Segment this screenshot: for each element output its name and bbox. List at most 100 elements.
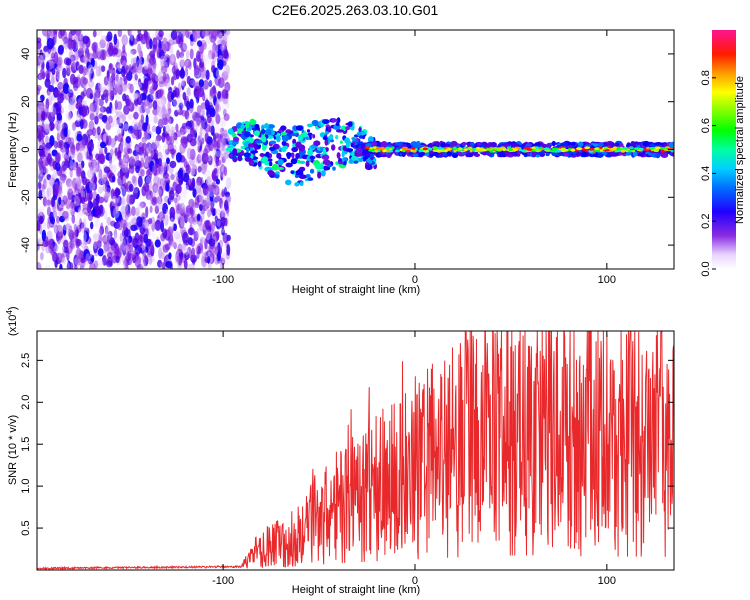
spectrogram-noise-cell [74, 30, 82, 36]
spectrogram-noise-cell [174, 197, 178, 204]
spectrogram-band-cell [281, 140, 287, 146]
spectrogram-noise-cell [166, 157, 170, 165]
spectrogram-noise-cell [98, 64, 102, 77]
spectrogram-noise-cell [38, 189, 43, 200]
spectrogram-noise-cell [217, 251, 221, 262]
spectrogram-noise-cell [151, 126, 156, 137]
spectrogram-noise-cell [143, 182, 150, 192]
spectrogram-noise-cell [115, 79, 120, 91]
spectrogram-band-cell [268, 161, 273, 167]
spectrogram-noise-cell [75, 238, 80, 249]
spectrogram-band-cell [291, 152, 295, 159]
spectrogram-noise-cell [99, 106, 107, 113]
spectrogram-noise-cell [176, 49, 181, 59]
spectrogram-noise-cell [47, 153, 52, 165]
y-tick-label: 1.0 [20, 478, 32, 493]
spectrogram-noise-cell [185, 205, 192, 217]
spectrogram-noise-cell [149, 256, 155, 263]
spectrogram-noise-cell [120, 219, 127, 232]
spectrogram-band-cell [535, 151, 544, 155]
spectrogram-band-cell [461, 141, 467, 146]
spectrogram-noise-cell [189, 79, 196, 86]
spectrogram-noise-cell [118, 122, 124, 129]
spectrogram-noise-cell [202, 30, 208, 38]
spectrogram-noise-cell [116, 81, 121, 94]
spectrogram-noise-cell [86, 169, 94, 179]
spectrogram-noise-cell [209, 107, 216, 118]
spectrogram-noise-cell [167, 129, 174, 136]
spectrogram-noise-cell [61, 257, 67, 265]
spectrogram-noise-cell [213, 168, 218, 175]
spectrogram-noise-cell [88, 120, 95, 132]
spectrogram-band-cell [255, 140, 263, 144]
spectrogram-noise-cell [195, 90, 202, 99]
spectrogram-noise-cell [181, 109, 187, 117]
spectrogram-band-peak [543, 147, 550, 151]
spectrogram-band-cell [311, 119, 319, 127]
spectrogram-noise-cell [149, 148, 155, 158]
spectrogram-noise-cell [170, 240, 176, 248]
spectrogram-band-cell [290, 133, 297, 137]
spectrogram-band-peak [502, 148, 506, 152]
spectrogram-noise-cell [147, 194, 152, 207]
spectrogram-band-cell [232, 141, 236, 146]
spectrogram-noise-cell [215, 123, 219, 132]
spectrogram-noise-cell [81, 222, 86, 234]
spectrogram-noise-cell [39, 68, 44, 79]
spectrogram-noise-cell [44, 142, 52, 151]
spectrogram-band-cell [419, 151, 426, 156]
spectrogram-noise-cell [214, 219, 219, 227]
spectrogram-noise-cell [145, 143, 151, 153]
spectrogram-noise-cell [211, 224, 216, 235]
spectrogram-noise-cell [179, 68, 186, 79]
spectrogram-noise-cell [105, 122, 112, 131]
spectrogram-noise-cell [68, 148, 76, 159]
spectrogram-noise-cell [46, 186, 52, 197]
spectrogram-noise-cell [80, 196, 86, 204]
spectrogram-noise-cell [164, 177, 171, 186]
spectrogram-noise-cell [177, 243, 183, 254]
spectrogram-noise-cell [105, 106, 111, 114]
colorbar-tick-label: 0.4 [700, 166, 712, 181]
spectrogram-noise-cell [124, 264, 129, 269]
spectrogram-noise-cell [170, 217, 174, 230]
spectrogram-noise-cell [144, 155, 149, 168]
spectrogram-band-cell [331, 144, 336, 151]
spectrogram-noise-cell [101, 255, 107, 266]
spectrogram-noise-cell [113, 233, 120, 245]
spectrogram-noise-cell [146, 94, 154, 103]
spectrogram-noise-cell [69, 73, 76, 85]
spectrogram-noise-cell [204, 124, 211, 133]
spectrogram-band-peak [427, 147, 432, 150]
spectrogram-noise-cell [172, 181, 178, 191]
spectrogram-noise-cell [68, 155, 73, 167]
spectrogram-noise-cell [222, 30, 229, 41]
spectrogram-band-cell [269, 146, 276, 151]
spectrogram-noise-cell [123, 182, 129, 193]
spectrogram-band-peak [576, 147, 583, 151]
spectrogram-band-cell [321, 154, 330, 160]
spectrogram-noise-cell [147, 113, 153, 124]
y-tick-label: -40 [20, 237, 32, 253]
spectrogram-noise-cell [110, 106, 115, 114]
spectrogram-noise-cell [197, 166, 202, 173]
spectrogram-noise-cell [167, 37, 174, 45]
spectrogram-noise-cell [220, 127, 225, 135]
snr-frame [36, 330, 675, 571]
spectrogram-noise-cell [62, 195, 68, 205]
spectrogram-noise-cell [128, 51, 134, 58]
spectrogram-band-cell [282, 145, 289, 150]
spectrogram-band-peak [648, 146, 655, 150]
spectrogram-noise-cell [176, 203, 182, 211]
spectrogram-noise-cell [176, 105, 181, 113]
x-tick-label: 100 [598, 575, 616, 587]
spectrogram-band-cell [286, 152, 292, 158]
spectrogram-noise-cell [103, 76, 109, 86]
spectrogram-band-cell [231, 132, 237, 137]
x-tick-label: 0 [412, 274, 418, 286]
spectrogram-noise-cell [154, 205, 160, 214]
spectrogram-noise-cell [104, 195, 108, 203]
spectrogram-band-peak [646, 146, 650, 150]
spectrogram-noise-cell [162, 244, 169, 253]
spectrogram-band-cell [245, 123, 250, 129]
